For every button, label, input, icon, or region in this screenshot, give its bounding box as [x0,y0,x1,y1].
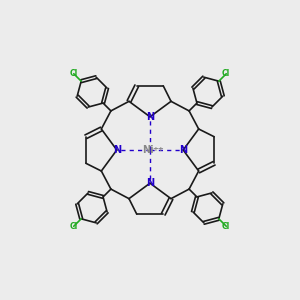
Text: N: N [179,145,187,155]
Text: N: N [113,145,121,155]
Text: Cl: Cl [70,69,78,78]
Text: N: N [146,112,154,122]
Text: Cl: Cl [70,222,78,231]
Text: ++: ++ [152,146,164,152]
Text: Cl: Cl [222,69,230,78]
Text: N: N [146,178,154,188]
Text: Cl: Cl [222,222,230,231]
Text: Ni: Ni [142,145,154,155]
